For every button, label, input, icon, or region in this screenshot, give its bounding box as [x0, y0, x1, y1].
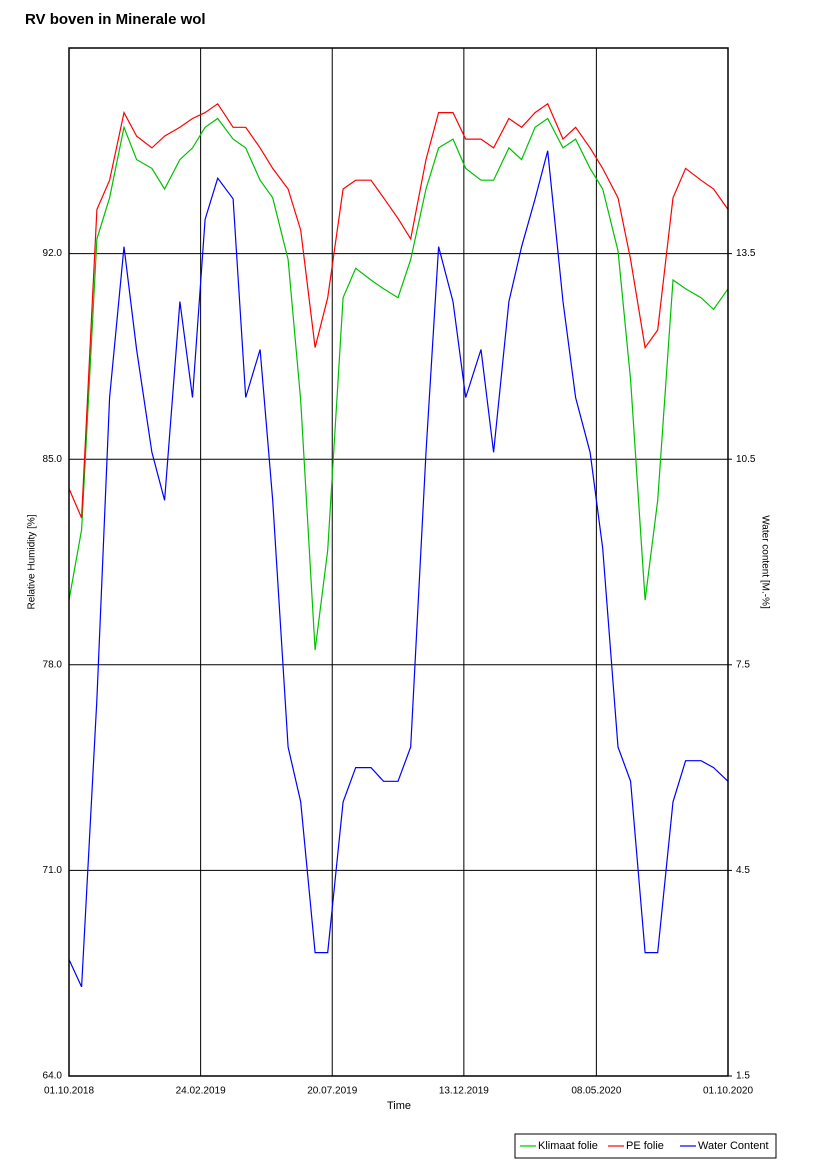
- y2-tick-label: 1.5: [736, 1071, 750, 1082]
- plot-area: [69, 48, 728, 1076]
- x-tick-label: 13.12.2019: [439, 1086, 489, 1097]
- series-line: [68, 150, 729, 988]
- y-tick-label: 64.0: [43, 1071, 63, 1082]
- x-tick-label: 01.10.2020: [703, 1086, 753, 1097]
- series-line: [68, 117, 729, 651]
- legend: Klimaat folie PE folie Water Content: [514, 1133, 777, 1159]
- y2-tick-label: 7.5: [736, 659, 750, 670]
- y2-tick-label: 10.5: [736, 454, 756, 465]
- y-tick-label: 85.0: [43, 454, 63, 465]
- y2-tick-label: 13.5: [736, 248, 756, 259]
- legend-box: [514, 1133, 777, 1159]
- y2-tick-label: 4.5: [736, 865, 750, 876]
- y-tick-label: 78.0: [43, 659, 63, 670]
- x-tick-label: 08.05.2020: [571, 1086, 621, 1097]
- y-tick-label: 71.0: [43, 865, 63, 876]
- y-tick-label: 92.0: [43, 248, 63, 259]
- x-tick-label: 01.10.2018: [44, 1086, 94, 1097]
- chart-title: RV boven in Minerale wol: [25, 11, 206, 28]
- legend-label: PE folie: [626, 1140, 664, 1152]
- legend-label: Water Content: [698, 1140, 769, 1152]
- y-axis-label: Relative Humidity [%]: [27, 514, 38, 609]
- legend-label: Klimaat folie: [538, 1140, 598, 1152]
- y2-axis-label: Water content [M.-%]: [759, 515, 770, 609]
- series-line: [68, 102, 729, 519]
- x-axis-label: Time: [387, 1100, 411, 1112]
- plot-frame: [68, 47, 729, 1077]
- x-tick-label: 24.02.2019: [176, 1086, 226, 1097]
- x-tick-label: 20.07.2019: [307, 1086, 357, 1097]
